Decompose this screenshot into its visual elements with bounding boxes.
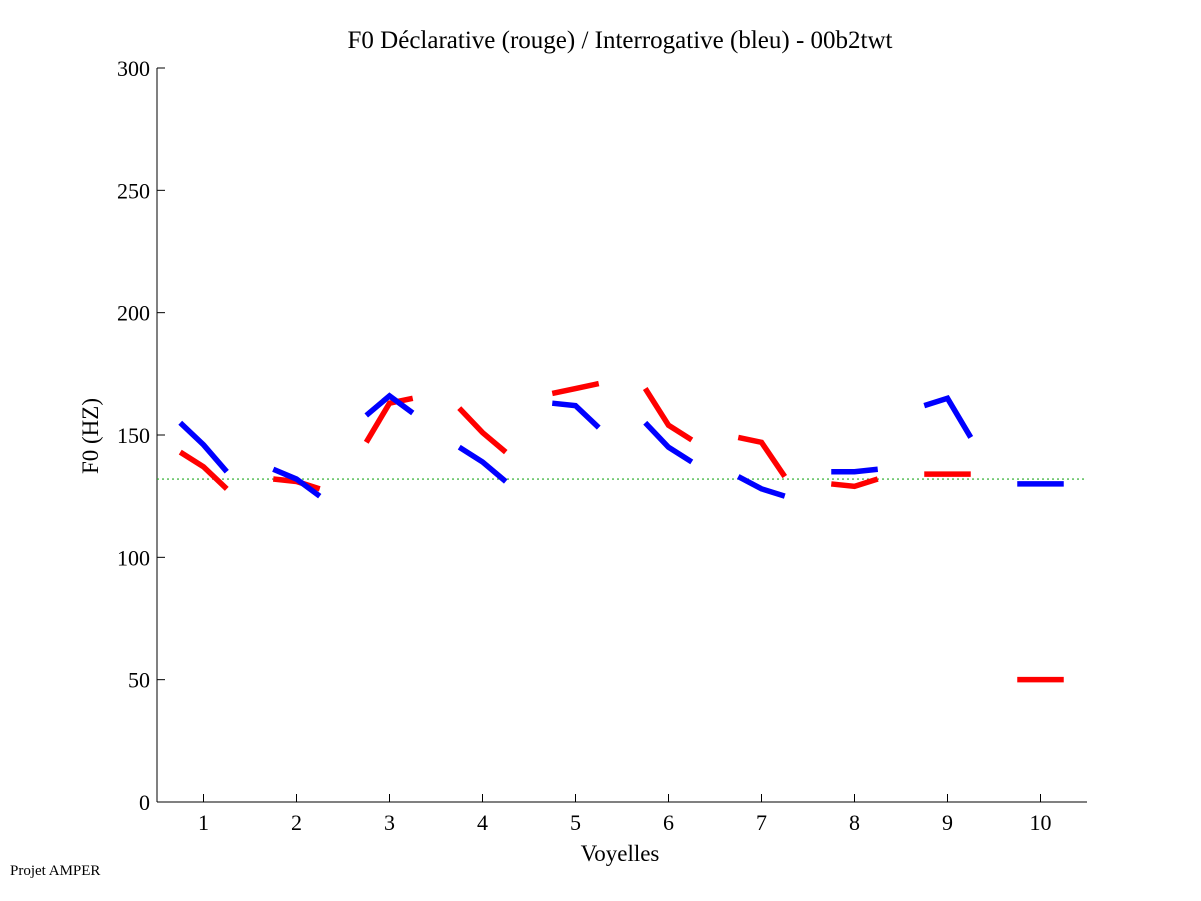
interrogative-segment-6 [643, 420, 694, 465]
x-tick-label: 9 [942, 810, 953, 835]
x-tick-label: 10 [1030, 810, 1052, 835]
x-axis-label: Voyelles [581, 841, 660, 866]
y-tick-label: 200 [117, 301, 150, 326]
footer-note: Projet AMPER [10, 863, 101, 879]
x-tick-label: 8 [849, 810, 860, 835]
plot-area: 0 50 100 150 200 250 300 1 2 3 4 5 6 7 8 9 10 [117, 56, 1087, 835]
interrogative-segment-9 [923, 395, 974, 439]
interrogative-segment-1 [178, 420, 229, 474]
y-tick-label: 300 [117, 56, 150, 81]
chart-title: F0 Déclarative (rouge) / Interrogative (… [348, 27, 893, 54]
interrogative-segment-4 [457, 444, 508, 484]
interrogative-segment-3 [364, 392, 415, 418]
interrogative-segment-2 [272, 466, 322, 499]
x-tick-label: 3 [384, 810, 395, 835]
declarative-segment-4 [457, 406, 508, 455]
y-tick-label: 0 [139, 790, 150, 815]
x-tick-label: 6 [663, 810, 674, 835]
declarative-segment-1 [178, 449, 229, 491]
declarative-segment-3 [363, 395, 414, 444]
x-tick-label: 5 [570, 810, 581, 835]
declarative-segment-6 [642, 387, 694, 443]
x-tick-label: 4 [477, 810, 488, 835]
y-tick-label: 50 [128, 668, 150, 693]
y-tick-label: 150 [117, 423, 150, 448]
interrogative-segment-8 [831, 466, 879, 475]
declarative-segment-8 [830, 476, 879, 490]
declarative-segment-5 [551, 380, 600, 397]
y-tick-label: 250 [117, 178, 150, 203]
y-tick-label: 100 [117, 545, 150, 570]
x-tick-label: 1 [198, 810, 209, 835]
x-tick-label: 7 [756, 810, 767, 835]
x-tick-label: 2 [291, 810, 302, 835]
declarative-segment-7 [737, 434, 788, 479]
interrogative-segment-5 [551, 400, 601, 430]
interrogative-segment-7 [736, 474, 786, 499]
y-axis-label: F0 (HZ) [78, 398, 103, 474]
